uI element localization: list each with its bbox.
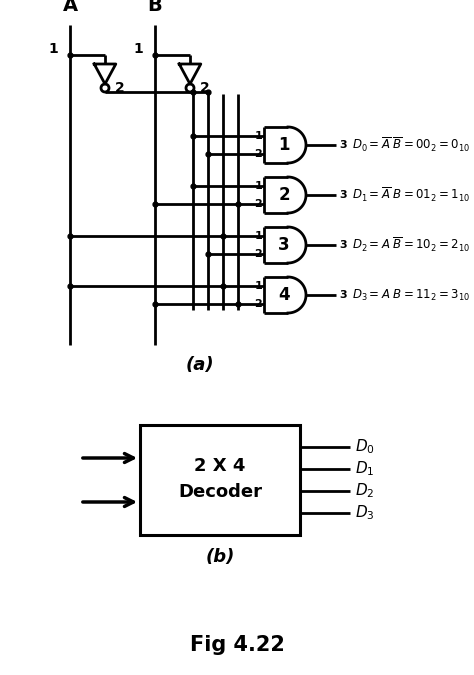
Text: 2: 2: [254, 149, 262, 159]
Text: 3: 3: [339, 240, 346, 250]
Text: $D_3 =A\ B=11_2=3_{10}$: $D_3 =A\ B=11_2=3_{10}$: [352, 288, 470, 302]
Text: 1: 1: [278, 136, 290, 154]
Text: 3: 3: [339, 290, 346, 300]
Text: 3: 3: [278, 236, 290, 254]
Text: 2: 2: [200, 81, 210, 95]
Text: 2: 2: [278, 186, 290, 204]
Text: 1: 1: [254, 231, 262, 241]
Text: $D_2 =A\ \overline{B}=10_2=2_{10}$: $D_2 =A\ \overline{B}=10_2=2_{10}$: [352, 236, 470, 254]
Text: $D_3$: $D_3$: [355, 504, 374, 522]
Text: 3: 3: [339, 140, 346, 150]
Text: (b): (b): [205, 548, 235, 566]
Text: B: B: [147, 0, 163, 15]
Text: $D_1 =\overline{A}\ B=01_2=1_{10}$: $D_1 =\overline{A}\ B=01_2=1_{10}$: [352, 186, 470, 204]
Text: Decoder: Decoder: [178, 483, 262, 501]
Text: $D_0$: $D_0$: [355, 437, 375, 456]
Text: 2: 2: [254, 299, 262, 309]
Text: 1: 1: [254, 131, 262, 141]
Bar: [140, 425, 300, 535]
Text: $D_2$: $D_2$: [355, 482, 374, 500]
Text: A: A: [63, 0, 78, 15]
Text: 2 X 4: 2 X 4: [194, 457, 246, 475]
Text: (a): (a): [186, 356, 214, 374]
Text: 3: 3: [339, 190, 346, 200]
Text: 4: 4: [278, 286, 290, 304]
Text: 1: 1: [254, 281, 262, 291]
Text: 1: 1: [254, 181, 262, 191]
Text: $D_0 =\overline{A}\ \overline{B}=00_2=0_{10}$: $D_0 =\overline{A}\ \overline{B}=00_2=0_…: [352, 136, 470, 154]
Text: 1: 1: [133, 42, 143, 56]
Text: $D_1$: $D_1$: [355, 460, 374, 479]
Text: 2: 2: [254, 199, 262, 209]
Text: Fig 4.22: Fig 4.22: [190, 635, 284, 655]
Text: 1: 1: [48, 42, 58, 56]
Text: 2: 2: [115, 81, 125, 95]
Text: 2: 2: [254, 249, 262, 259]
